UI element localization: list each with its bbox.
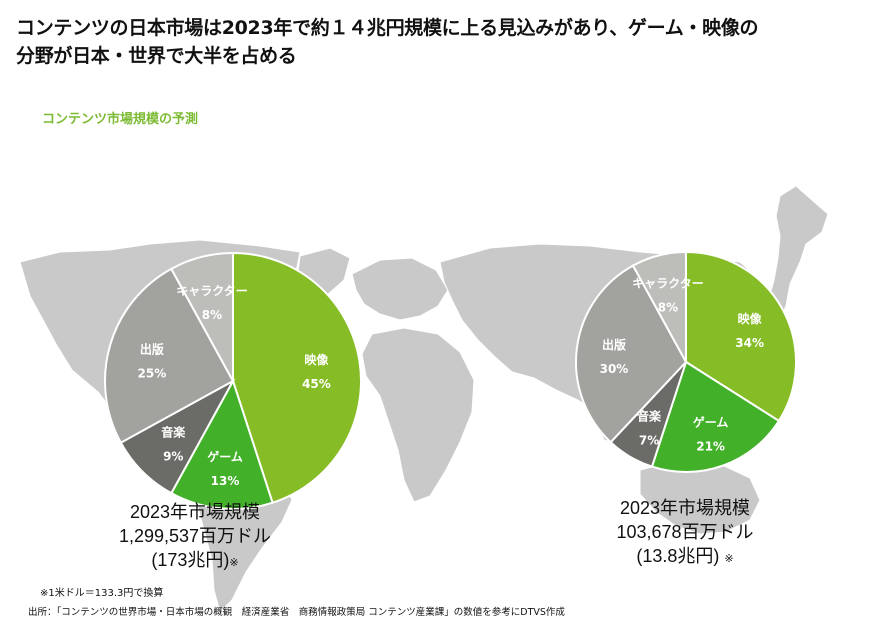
japan-slice-1 (650, 360, 781, 473)
world-slice-percent-3: 25% (138, 366, 167, 380)
world-summary-title: 2023年市場規模 (129, 502, 261, 522)
world-slice-label-1: ゲーム (207, 449, 243, 464)
world-slice-percent-2: 9% (163, 450, 183, 464)
japan-slice-percent-4: 8% (658, 301, 678, 315)
world-summary-note-mark: ※ (229, 557, 239, 569)
chart-subheading: コンテンツ市場規模の予測 (42, 112, 199, 127)
world-slice-1 (169, 378, 274, 510)
world-slice-label-3: 出版 (140, 341, 164, 356)
world-slice-percent-4: 8% (202, 308, 222, 322)
world-slice-0 (232, 251, 362, 504)
japan-summary: 2023年市場規模 103,678百万ドル (13.8兆円) ※ (570, 496, 800, 571)
world-summary-usd: 1,299,537百万ドル (118, 526, 272, 546)
exchange-rate-note: ※1米ドル＝133.3円で換算 (40, 588, 164, 599)
world-summary-jpy: (173兆円) (151, 550, 230, 570)
world-summary-jpy-row: (173兆円)※ (80, 548, 310, 575)
headline-line-1: コンテンツの日本市場は2023年で約１４兆円規模に上る見込みがあり、ゲーム・映像… (16, 17, 759, 39)
source-note: 出所：「コンテンツの世界市場・日本市場の概観 経済産業省 商務情報政策局 コンテ… (28, 607, 565, 618)
world-summary: 2023年市場規模 1,299,537百万ドル (173兆円)※ (80, 500, 310, 575)
japan-slice-label-4: キャラクター (632, 277, 704, 291)
japan-summary-jpy-row: (13.8兆円) ※ (570, 544, 800, 571)
japan-slice-percent-1: 21% (696, 439, 725, 453)
japan-slice-3 (575, 264, 688, 444)
world-slice-4 (169, 251, 234, 382)
japan-slice-label-0: 映像 (738, 311, 763, 326)
world-slice-3 (104, 267, 235, 445)
world-slice-percent-1: 13% (211, 474, 240, 488)
map-europe (351, 257, 449, 321)
world-market-pie-chart: 映像 45% ゲーム 13% 音楽 9% 出版 25% キャラクター 8% (104, 251, 362, 510)
world-slice-percent-0: 45% (302, 377, 331, 391)
world-slice-label-0: 映像 (304, 352, 329, 367)
japan-summary-title: 2023年市場規模 (619, 498, 751, 518)
headline-line-2: 分野が日本・世界で大半を占める (16, 45, 297, 67)
world-slice-label-4: キャラクター (176, 284, 248, 298)
japan-slice-percent-0: 34% (735, 336, 764, 350)
headline: コンテンツの日本市場は2023年で約１４兆円規模に上る見込みがあり、ゲーム・映像… (16, 14, 876, 70)
japan-slice-label-1: ゲーム (693, 414, 729, 429)
japan-slice-percent-2: 7% (639, 433, 659, 447)
japan-summary-note-mark: ※ (724, 553, 734, 565)
japan-market-pie-chart: 映像 34% ゲーム 21% 音楽 7% 出版 30% キャラクター 8% (575, 250, 797, 473)
world-slice-label-2: 音楽 (161, 425, 186, 440)
map-africa (361, 327, 475, 503)
japan-slice-label-3: 出版 (602, 337, 626, 352)
japan-slice-4 (631, 250, 687, 363)
japan-slice-percent-3: 30% (600, 362, 629, 376)
japan-slice-label-2: 音楽 (637, 408, 662, 423)
japan-summary-usd: 103,678百万ドル (616, 522, 754, 542)
japan-summary-jpy: (13.8兆円) (636, 546, 720, 566)
